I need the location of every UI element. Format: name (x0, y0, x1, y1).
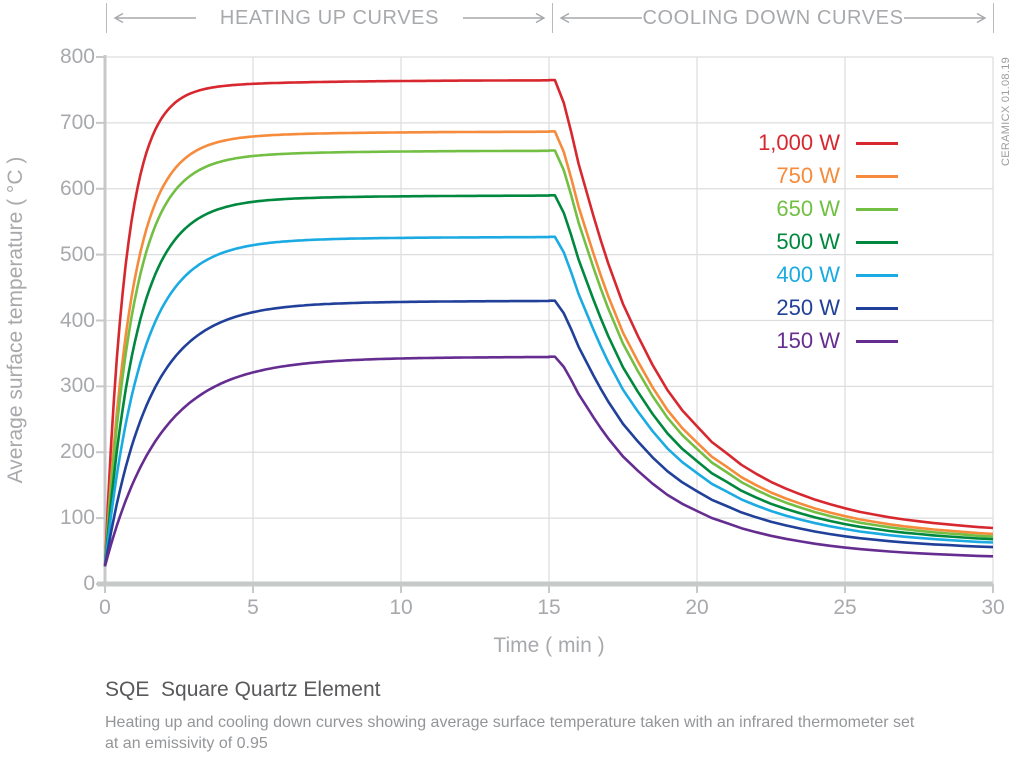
legend-line-swatch (856, 207, 898, 211)
y-tick-label: 500 (59, 242, 95, 266)
curve-750w (103, 130, 994, 567)
curve-250w (103, 299, 994, 567)
legend-label: 500 W (776, 229, 840, 254)
x-tick-label: 0 (99, 596, 111, 619)
legend: 1,000 W 750 W 650 W 500 W 400 W 250 W 150 W (758, 130, 898, 361)
x-axis-title: Time ( min ) (493, 634, 605, 657)
y-tick-label: 800 (59, 45, 95, 68)
x-tick-label: 25 (833, 596, 857, 619)
chart-description-line-1: Heating up and cooling down curves showi… (105, 714, 915, 731)
legend-label: 400 W (776, 262, 840, 287)
legend-label: 650 W (776, 196, 840, 221)
legend-item: 150 W (758, 328, 898, 354)
footer: SQE Square Quartz Element Heating up and… (105, 678, 1005, 754)
curve-150w (103, 355, 994, 567)
curve-650w (103, 149, 994, 567)
legend-line-swatch (856, 174, 898, 178)
curve-1000w (103, 78, 994, 567)
phase-cooling-label: COOLING DOWN CURVES (642, 6, 904, 29)
y-tick-label: 300 (59, 374, 95, 398)
legend-label: 1,000 W (758, 130, 840, 155)
y-tick-label: 400 (59, 308, 95, 332)
arrow-right-icon (462, 12, 546, 24)
chart-description: Heating up and cooling down curves showi… (105, 712, 1005, 754)
x-tick-label: 30 (981, 596, 1005, 619)
phase-heating-label: HEATING UP CURVES (219, 6, 440, 29)
legend-line-swatch (856, 306, 898, 310)
y-tick-label: 700 (59, 110, 95, 134)
legend-label: 750 W (776, 163, 840, 188)
legend-item: 400 W (758, 262, 898, 288)
legend-item: 750 W (758, 163, 898, 189)
legend-item: 1,000 W (758, 130, 898, 156)
legend-line-swatch (856, 273, 898, 277)
curve-500w (103, 194, 994, 567)
y-tick-label: 600 (59, 176, 95, 200)
y-tick-label: 0 (83, 572, 95, 595)
line-chart-plot (96, 55, 994, 593)
arrow-left-icon (559, 12, 642, 24)
phase-section-cooling: COOLING DOWN CURVES (553, 3, 994, 33)
y-axis-title: Average surface temperature ( °C ) (4, 156, 27, 484)
x-tick-label: 10 (389, 596, 413, 619)
phase-section-heating: HEATING UP CURVES (106, 3, 553, 33)
watermark-text: CERAMICX 01.08.19 (1000, 56, 1012, 166)
phase-header: HEATING UP CURVES COOLING DOWN CURVES (106, 3, 994, 33)
legend-item: 650 W (758, 196, 898, 222)
legend-item: 250 W (758, 295, 898, 321)
y-tick-label: 200 (59, 440, 95, 464)
x-tick-label: 5 (247, 596, 259, 619)
x-tick-label: 15 (537, 596, 561, 619)
chart-description-line-2: at an emissivity of 0.95 (105, 735, 268, 752)
legend-label: 250 W (776, 295, 840, 320)
arrow-left-icon (113, 12, 196, 24)
curve-400w (103, 235, 994, 567)
legend-item: 500 W (758, 229, 898, 255)
legend-line-swatch (856, 240, 898, 244)
legend-line-swatch (856, 339, 898, 343)
legend-label: 150 W (776, 328, 840, 353)
arrow-right-icon (904, 12, 987, 24)
y-tick-label: 100 (59, 506, 95, 530)
chart-title: SQE Square Quartz Element (105, 678, 381, 701)
x-tick-label: 20 (685, 596, 709, 619)
legend-line-swatch (856, 141, 898, 145)
